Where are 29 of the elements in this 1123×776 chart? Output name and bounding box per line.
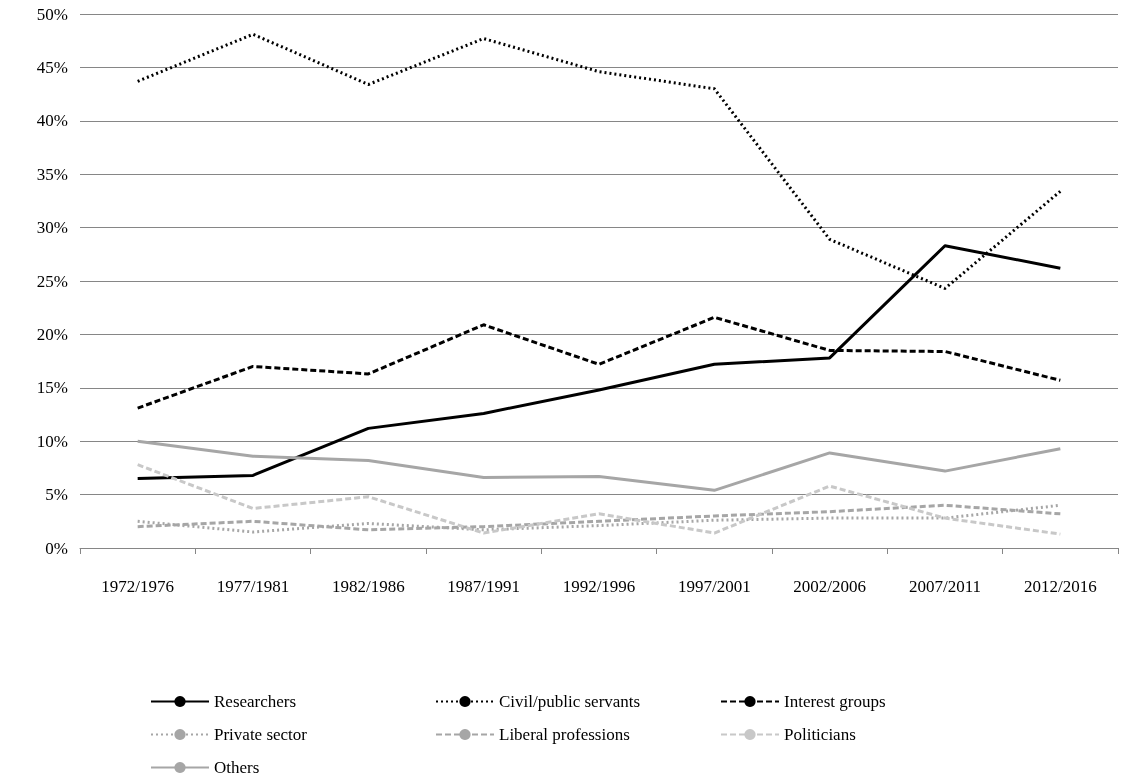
legend-label: Interest groups [784, 692, 886, 711]
y-tick-label: 35% [36, 164, 68, 184]
legend-label: Others [214, 758, 260, 776]
y-tick-label: 25% [36, 271, 68, 291]
y-tick-label: 40% [36, 111, 68, 131]
legend-label: Private sector [214, 725, 308, 744]
y-tick-label: 15% [36, 378, 68, 398]
x-tick-label: 2002/2006 [793, 577, 867, 596]
x-tick-label: 1992/1996 [562, 577, 636, 596]
y-tick-label: 0% [45, 538, 68, 558]
x-tick-label: 1982/1986 [331, 577, 405, 596]
x-tick-label: 2012/2016 [1023, 577, 1097, 596]
x-tick-label: 2007/2011 [908, 577, 982, 596]
x-tick-label: 1987/1991 [447, 577, 521, 596]
y-tick-label: 50% [36, 4, 68, 24]
y-tick-label: 45% [36, 57, 68, 77]
legend-label: Liberal professions [499, 725, 630, 744]
x-tick-label: 1977/1981 [216, 577, 290, 596]
x-tick-label: 1972/1976 [101, 577, 175, 596]
y-tick-label: 5% [45, 485, 68, 505]
x-tick-label: 1997/2001 [677, 577, 751, 596]
y-tick-label: 20% [36, 324, 68, 344]
y-tick-label: 30% [36, 218, 68, 238]
legend-label: Politicians [784, 725, 856, 744]
legend-label: Civil/public servants [499, 692, 641, 711]
line-series [136, 463, 1062, 536]
y-tick-label: 10% [36, 431, 68, 451]
legend-label: Researchers [214, 692, 297, 711]
line-series [136, 439, 1062, 492]
